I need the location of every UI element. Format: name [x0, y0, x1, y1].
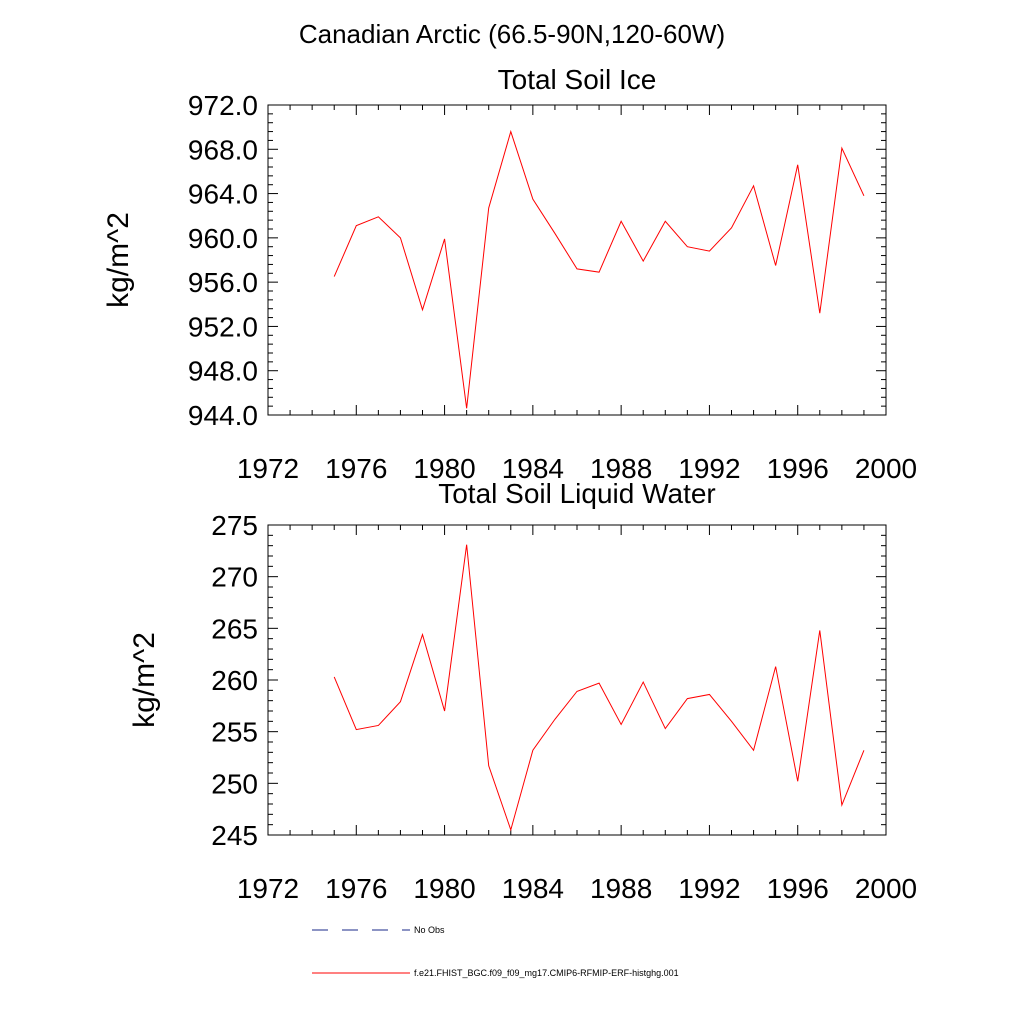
soil-ice-x-tick-label: 1984	[502, 453, 564, 484]
soil-water-x-tick-label: 1972	[237, 873, 299, 904]
soil-ice-x-tick-label: 1988	[590, 453, 652, 484]
soil-water-panel: Total Soil Liquid Water kg/m^2 1972 1976 1…	[128, 478, 917, 904]
soil-ice-x-tick-label: 1992	[678, 453, 740, 484]
soil-ice-y-tick-label: 948.0	[188, 356, 258, 387]
soil-water-y-tick-label: 265	[211, 613, 258, 644]
soil-ice-x-tick-label: 1976	[325, 453, 387, 484]
soil-water-ylabel: kg/m^2	[128, 632, 161, 728]
soil-water-x-tick-label: 1992	[678, 873, 740, 904]
soil-ice-y-tick-label: 944.0	[188, 400, 258, 431]
soil-ice-y-tick-label: 972.0	[188, 90, 258, 121]
soil-water-series-line	[333, 544, 865, 832]
soil-ice-y-tick-label: 960.0	[188, 223, 258, 254]
soil-ice-panel: Total Soil Ice kg/m^2 1972 1976 1980 1984 19…	[102, 64, 917, 484]
soil-ice-y-tick-label: 956.0	[188, 267, 258, 298]
soil-ice-x-tick-label: 1980	[413, 453, 475, 484]
figure-title: Canadian Arctic (66.5-90N,120-60W)	[299, 19, 725, 49]
soil-ice-title: Total Soil Ice	[498, 64, 657, 95]
soil-water-x-tick-label: 1984	[502, 873, 564, 904]
soil-ice-y-tick-label: 968.0	[188, 134, 258, 165]
soil-ice-series-line	[333, 129, 865, 409]
soil-water-plot-frame	[267, 524, 887, 836]
soil-water-title: Total Soil Liquid Water	[438, 478, 716, 509]
soil-water-y-tick-label: 255	[211, 717, 258, 748]
soil-water-y-tick-label: 260	[211, 665, 258, 696]
soil-ice-y-tick-label: 952.0	[188, 311, 258, 342]
soil-water-y-tick-label: 270	[211, 562, 258, 593]
soil-ice-plot-frame	[267, 104, 887, 416]
soil-water-x-tick-label: 1988	[590, 873, 652, 904]
soil-water-y-tick-label: 250	[211, 768, 258, 799]
soil-water-x-tick-label: 2000	[855, 873, 917, 904]
soil-ice-x-tick-label: 1972	[237, 453, 299, 484]
soil-water-x-tick-label: 1996	[767, 873, 829, 904]
legend: No Obs f.e21.FHIST_BGC.f09_f09_mg17.CMIP…	[312, 925, 679, 978]
legend-model-label: f.e21.FHIST_BGC.f09_f09_mg17.CMIP6-RFMIP…	[414, 968, 679, 978]
soil-ice-x-tick-label: 2000	[855, 453, 917, 484]
legend-no-obs-label: No Obs	[414, 925, 445, 935]
soil-water-y-tick-label: 245	[211, 820, 258, 851]
soil-ice-ylabel: kg/m^2	[102, 212, 135, 308]
soil-water-x-tick-label: 1980	[413, 873, 475, 904]
soil-water-y-tick-label: 275	[211, 510, 258, 541]
soil-ice-x-tick-label: 1996	[767, 453, 829, 484]
soil-ice-y-tick-label: 964.0	[188, 179, 258, 210]
soil-water-x-tick-label: 1976	[325, 873, 387, 904]
